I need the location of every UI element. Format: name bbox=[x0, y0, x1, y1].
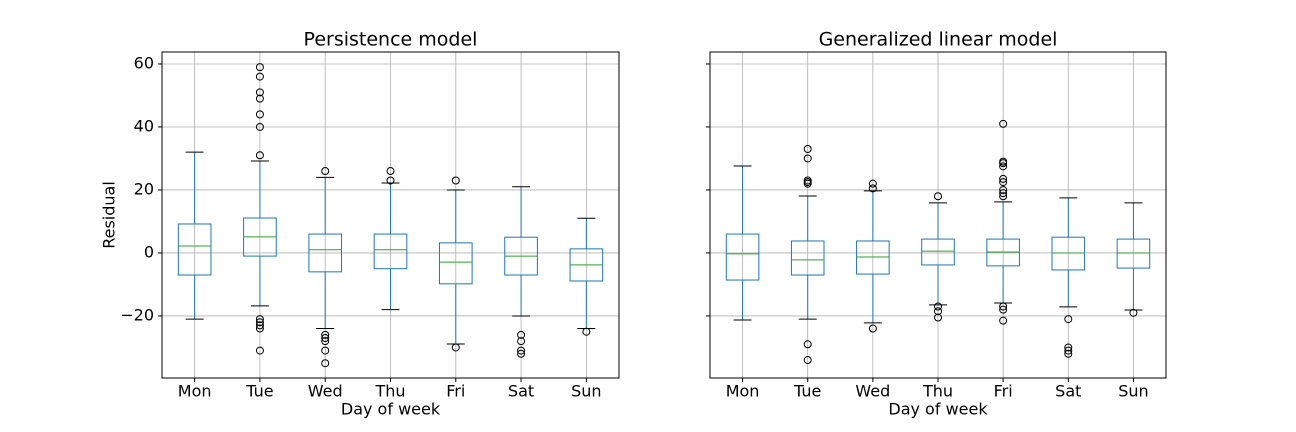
x-axis-label: Day of week bbox=[341, 400, 441, 419]
flier bbox=[255, 324, 264, 333]
x-tick-label: Thu bbox=[922, 382, 953, 401]
flier bbox=[321, 337, 330, 346]
flier bbox=[255, 318, 264, 327]
flier bbox=[582, 327, 591, 336]
flier bbox=[255, 151, 264, 160]
flier bbox=[1064, 349, 1073, 358]
box bbox=[921, 238, 955, 266]
box bbox=[177, 223, 212, 276]
flier bbox=[803, 145, 812, 154]
flier bbox=[321, 333, 330, 342]
box bbox=[373, 233, 408, 270]
x-tick-label: Mon bbox=[178, 382, 212, 401]
flier bbox=[255, 110, 264, 119]
flier bbox=[255, 346, 264, 355]
flier bbox=[803, 179, 812, 188]
box bbox=[725, 233, 760, 281]
flier bbox=[386, 176, 395, 185]
flier bbox=[934, 313, 942, 322]
flier bbox=[999, 159, 1008, 168]
flier bbox=[1064, 315, 1073, 324]
flier bbox=[803, 340, 812, 349]
flier bbox=[255, 94, 264, 103]
flier bbox=[451, 176, 460, 185]
flier bbox=[255, 315, 264, 324]
x-tick-label: Thu bbox=[374, 382, 405, 401]
box bbox=[1051, 236, 1086, 271]
x-tick-label: Wed bbox=[308, 382, 343, 401]
box bbox=[790, 240, 825, 276]
flier bbox=[386, 167, 395, 176]
flier bbox=[321, 167, 330, 176]
flier bbox=[255, 63, 264, 72]
flier bbox=[321, 346, 330, 355]
x-tick-label: Fri bbox=[994, 382, 1013, 401]
flier bbox=[1064, 346, 1073, 355]
flier bbox=[999, 305, 1008, 314]
flier bbox=[999, 174, 1008, 183]
y-tick-label: −20 bbox=[120, 305, 154, 324]
flier bbox=[999, 302, 1008, 311]
flier bbox=[451, 343, 460, 352]
x-tick-label: Sun bbox=[571, 382, 601, 401]
flier bbox=[868, 324, 877, 333]
flier bbox=[255, 88, 264, 97]
flier bbox=[517, 349, 526, 358]
y-tick-label: 40 bbox=[134, 116, 154, 135]
flier bbox=[517, 337, 526, 346]
y-axis-label: Residual bbox=[100, 181, 119, 249]
flier bbox=[517, 346, 526, 355]
x-tick-label: Sun bbox=[1118, 382, 1148, 401]
flier bbox=[868, 179, 877, 188]
chart-title: Generalized linear model bbox=[819, 29, 1058, 51]
flier bbox=[999, 119, 1008, 128]
y-tick-label: 60 bbox=[134, 53, 154, 72]
flier bbox=[999, 185, 1008, 194]
box bbox=[308, 233, 343, 273]
x-tick-label: Tue bbox=[245, 382, 273, 401]
x-tick-label: Tue bbox=[793, 382, 821, 401]
flier bbox=[999, 178, 1008, 187]
flier bbox=[1129, 308, 1138, 317]
x-tick-label: Sat bbox=[508, 382, 534, 401]
flier bbox=[321, 359, 330, 368]
x-tick-label: Sat bbox=[1055, 382, 1081, 401]
flier bbox=[321, 330, 330, 339]
flier bbox=[999, 316, 1008, 325]
flier bbox=[934, 302, 942, 311]
y-tick-label: 0 bbox=[144, 242, 154, 261]
flier bbox=[255, 72, 264, 81]
plot-frame bbox=[709, 51, 1167, 379]
flier bbox=[1064, 343, 1073, 352]
flier bbox=[803, 356, 812, 365]
flier bbox=[868, 184, 877, 193]
flier bbox=[934, 192, 942, 201]
flier bbox=[517, 330, 526, 339]
x-tick-label: Wed bbox=[855, 382, 890, 401]
plot-frame bbox=[161, 51, 620, 379]
y-tick-label: 20 bbox=[134, 179, 154, 198]
x-tick-label: Fri bbox=[446, 382, 465, 401]
x-tick-label: Mon bbox=[726, 382, 760, 401]
box bbox=[438, 242, 473, 285]
flier bbox=[999, 192, 1008, 201]
x-axis-label: Day of week bbox=[888, 400, 988, 419]
flier bbox=[255, 122, 264, 131]
box bbox=[1116, 238, 1151, 269]
chart-title: Persistence model bbox=[304, 29, 478, 51]
flier bbox=[999, 162, 1008, 171]
flier bbox=[999, 189, 1008, 198]
flier bbox=[803, 154, 812, 163]
flier bbox=[934, 307, 942, 316]
flier bbox=[255, 321, 264, 330]
